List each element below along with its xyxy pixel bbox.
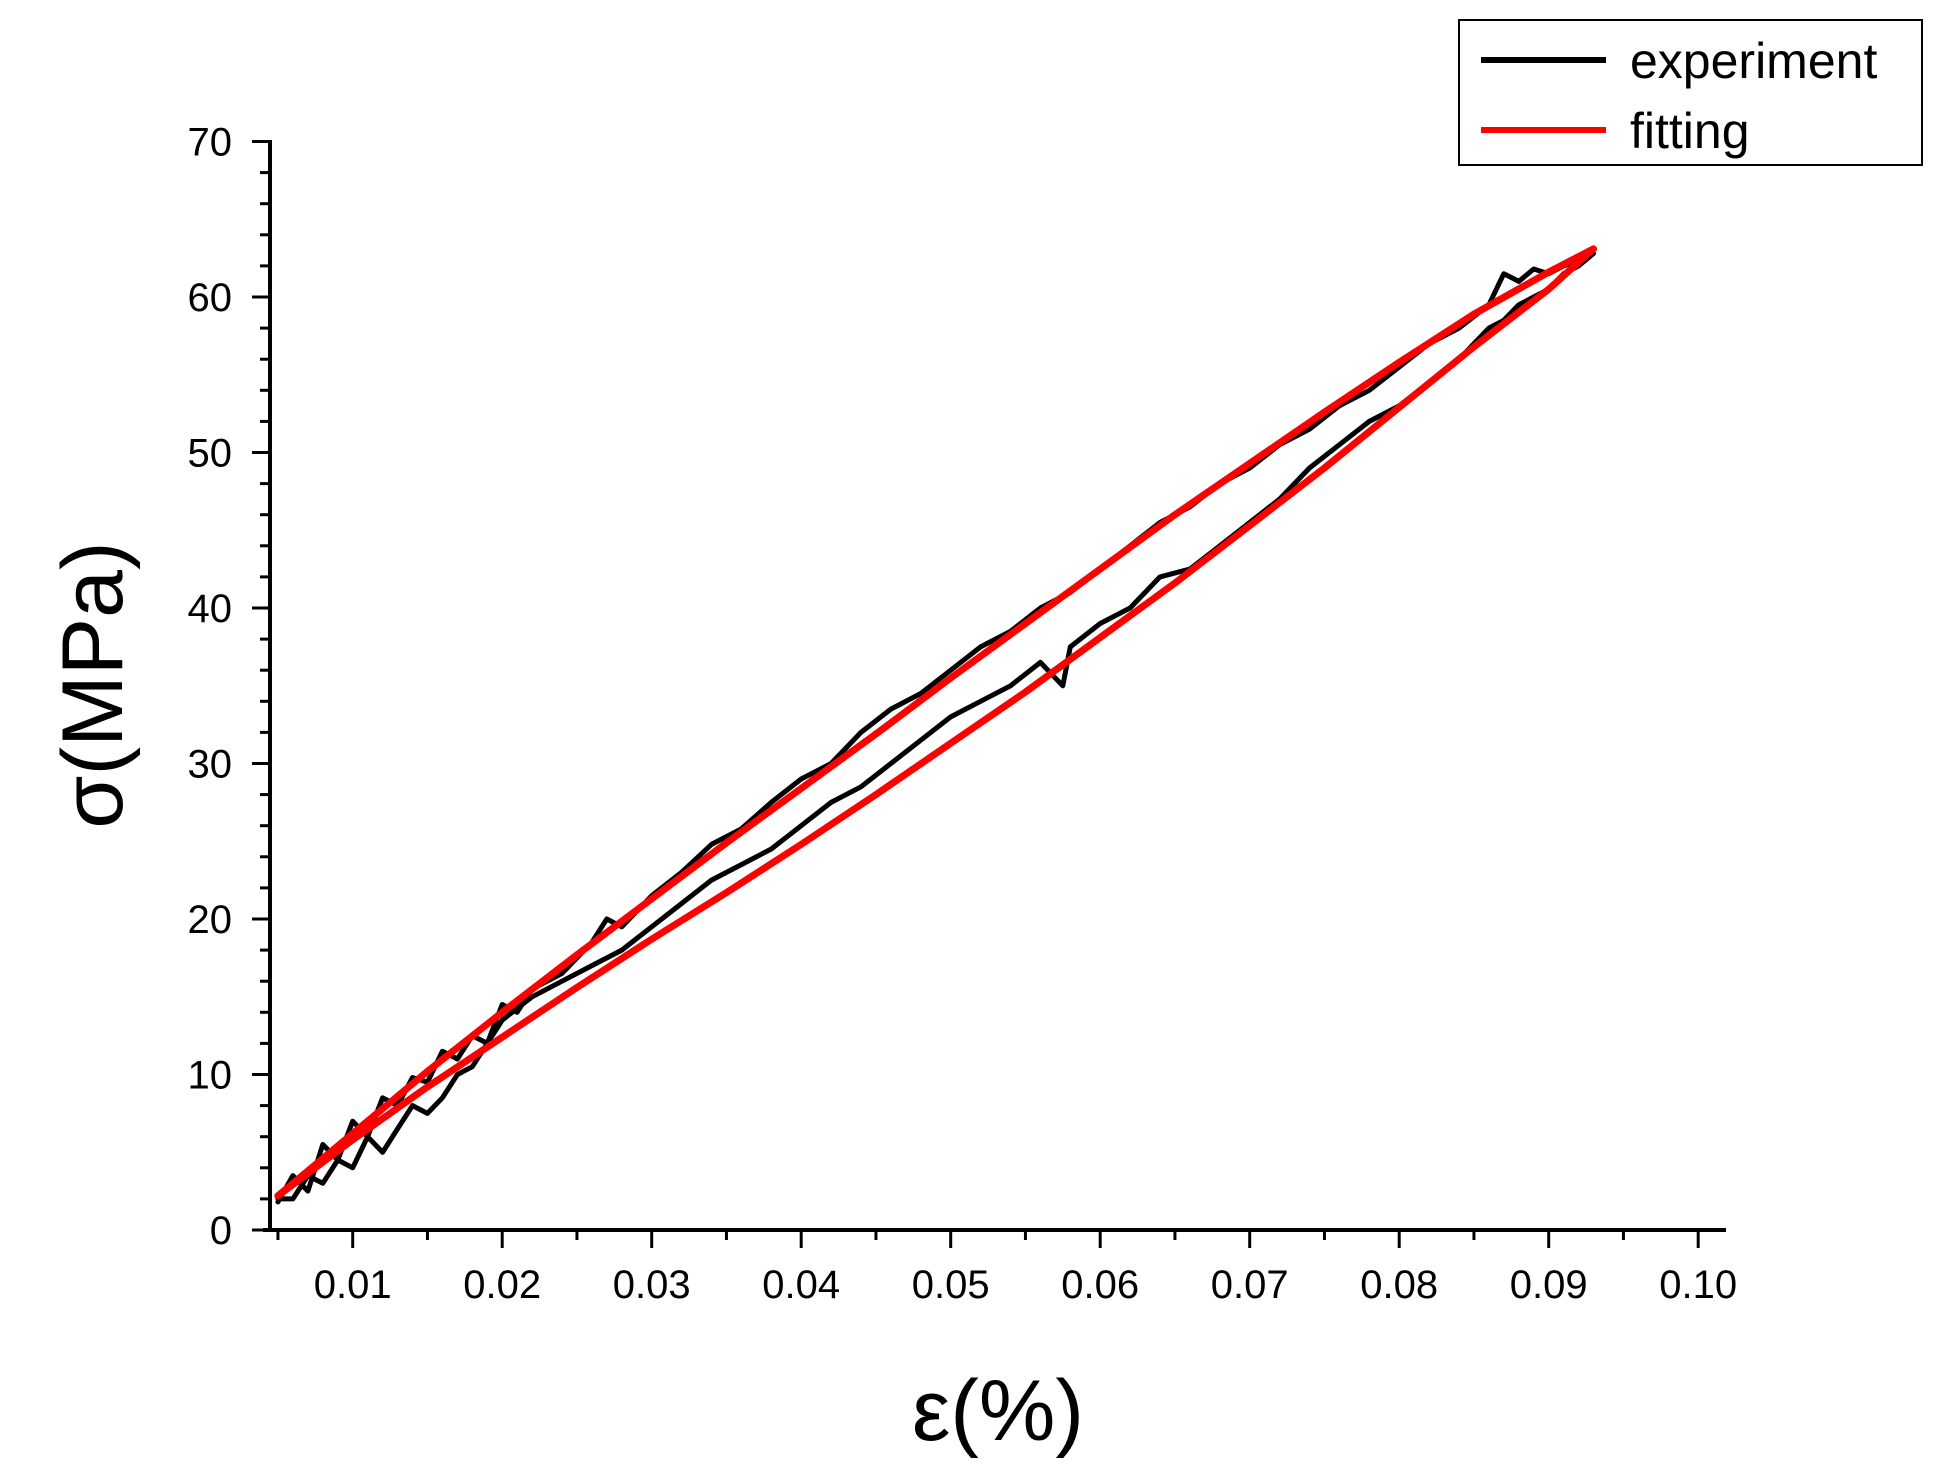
x-tick-label: 0.04 — [762, 1263, 840, 1307]
y-tick-label: 0 — [210, 1209, 232, 1253]
y-axis-title: σ(MPa) — [45, 541, 141, 828]
legend-label-fitting: fitting — [1630, 103, 1750, 159]
y-tick-label: 20 — [188, 898, 233, 942]
y-tick-label: 60 — [188, 276, 233, 320]
y-tick-label: 50 — [188, 432, 233, 476]
axes — [263, 140, 1726, 1232]
series-line-fitting — [274, 245, 1597, 1200]
x-tick-label: 0.08 — [1360, 1263, 1438, 1307]
x-tick-label: 0.05 — [912, 1263, 990, 1307]
x-tick-label: 0.09 — [1510, 1263, 1588, 1307]
x-tick-label: 0.02 — [463, 1263, 541, 1307]
x-tick-label: 0.01 — [314, 1263, 392, 1307]
series — [274, 245, 1597, 1205]
legend-label-experiment: experiment — [1630, 33, 1877, 89]
ticks: 0.01 0.02 0.03 0.04 0.05 0.06 0.07 0.08 0.09 0.10… — [188, 121, 1738, 1308]
y-tick-label: 40 — [188, 587, 233, 631]
legend-box — [1458, 19, 1923, 166]
x-axis-title: ε(%) — [912, 1363, 1084, 1459]
legend: experiment fitting — [1458, 19, 1923, 166]
y-tick-label: 30 — [188, 743, 233, 787]
y-tick-label: 70 — [188, 121, 233, 165]
x-tick-label: 0.07 — [1211, 1263, 1289, 1307]
x-tick-label: 0.06 — [1061, 1263, 1139, 1307]
series-line-experiment — [275, 251, 1596, 1205]
x-tick-label: 0.10 — [1659, 1263, 1737, 1307]
y-tick-label: 10 — [188, 1054, 233, 1098]
x-tick-label: 0.03 — [613, 1263, 691, 1307]
